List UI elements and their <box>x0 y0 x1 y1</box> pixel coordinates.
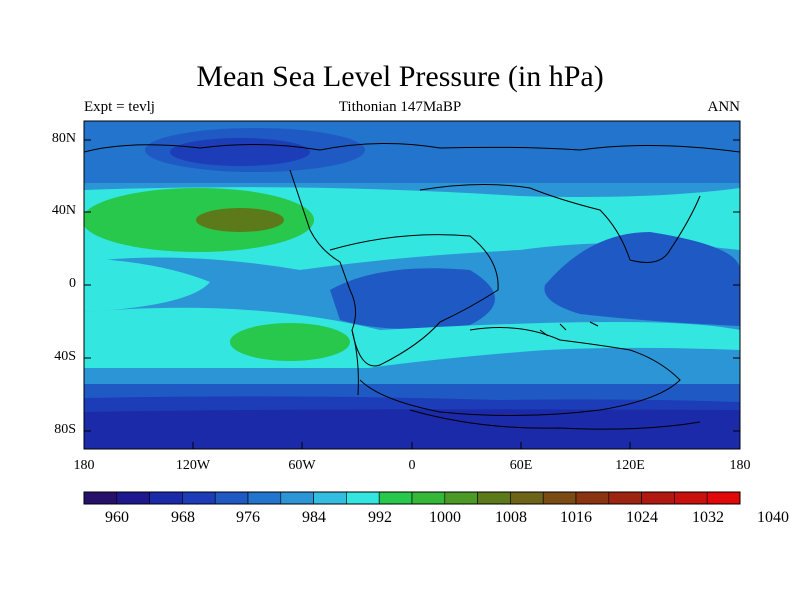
coastline-central-landmass <box>329 234 499 367</box>
chart-title: Mean Sea Level Pressure (in hPa) <box>196 60 604 93</box>
colorbar-label: 1032 <box>692 509 724 526</box>
colorbar-frame <box>83 491 741 505</box>
colorbar-swatch <box>477 491 511 505</box>
coastline-south-polar <box>409 409 701 430</box>
y-ticks <box>84 139 740 432</box>
colorbar-label: 984 <box>302 509 326 526</box>
y-tick-label: 40N <box>51 203 76 218</box>
x-tick-label: 120E <box>615 458 645 473</box>
colorbar-label: 1016 <box>560 509 592 526</box>
y-tick-label: 0 <box>69 276 76 291</box>
colorbar-swatch <box>608 491 642 505</box>
x-tick-label: 0 <box>408 458 416 473</box>
season-label: ANN <box>707 99 741 115</box>
colorbar-swatch <box>674 491 708 505</box>
x-tick-label: 180 <box>729 458 751 473</box>
x-tick-label: 180 <box>73 458 95 473</box>
y-tick-label: 80S <box>54 422 76 437</box>
colorbar-swatch <box>214 491 249 505</box>
field-south-polar-core <box>84 409 740 449</box>
colorbar-swatch <box>378 491 413 505</box>
colorbar-swatch <box>542 491 577 505</box>
pressure-field <box>84 121 740 449</box>
coastline-north-east-landmass <box>419 183 701 263</box>
experiment-label: Expt = tevlj <box>84 99 155 115</box>
colorbar-label: 1040 <box>757 509 789 526</box>
field-equator-low-east <box>544 232 740 326</box>
period-label: Tithonian 147MaBP <box>338 99 462 115</box>
field-south-high <box>230 323 350 361</box>
colorbar-swatch <box>641 491 675 505</box>
colorbar-label: 1000 <box>429 509 461 526</box>
coastline-south-landmass <box>359 327 681 417</box>
colorbar-label: 968 <box>171 509 195 526</box>
y-tick-label: 80N <box>51 131 76 146</box>
colorbar-label: 976 <box>236 509 260 526</box>
coastline-west-margin <box>289 169 359 396</box>
colorbar-swatch <box>247 491 282 505</box>
colorbar-swatch <box>149 491 183 505</box>
colorbar-swatch <box>444 491 478 505</box>
coastlines <box>84 142 740 430</box>
field-south-light-band <box>84 368 740 388</box>
y-tick-label: 40S <box>54 349 76 364</box>
colorbar-swatch <box>510 491 544 505</box>
colorbar-swatch <box>575 491 610 505</box>
x-tick-label: 120W <box>175 458 211 473</box>
field-north-low-inner <box>170 138 310 166</box>
coastline-north-polar <box>84 142 740 153</box>
field-equator-west <box>84 258 210 312</box>
x-tick-label: 60E <box>509 458 533 473</box>
colorbar-swatch <box>116 491 150 505</box>
colorbar-label: 960 <box>105 509 129 526</box>
x-tick-label: 60W <box>288 458 316 473</box>
field-north-high-core <box>196 208 284 232</box>
colorbar-swatch <box>346 491 380 505</box>
colorbar-swatch <box>411 491 446 505</box>
x-ticks <box>83 442 741 449</box>
colorbar <box>83 491 741 505</box>
colorbar-label: 992 <box>368 509 392 526</box>
colorbar-label: 1024 <box>626 509 658 526</box>
field-equator-low-center <box>330 268 495 329</box>
colorbar-swatch <box>706 491 741 505</box>
colorbar-swatch <box>280 491 314 505</box>
field-south-subtropical-belt <box>84 307 740 372</box>
colorbar-label: 1008 <box>495 509 527 526</box>
colorbar-swatch <box>182 491 216 505</box>
colorbar-swatch <box>83 491 118 505</box>
coastline-islands <box>539 321 599 337</box>
colorbar-swatch <box>313 491 347 505</box>
